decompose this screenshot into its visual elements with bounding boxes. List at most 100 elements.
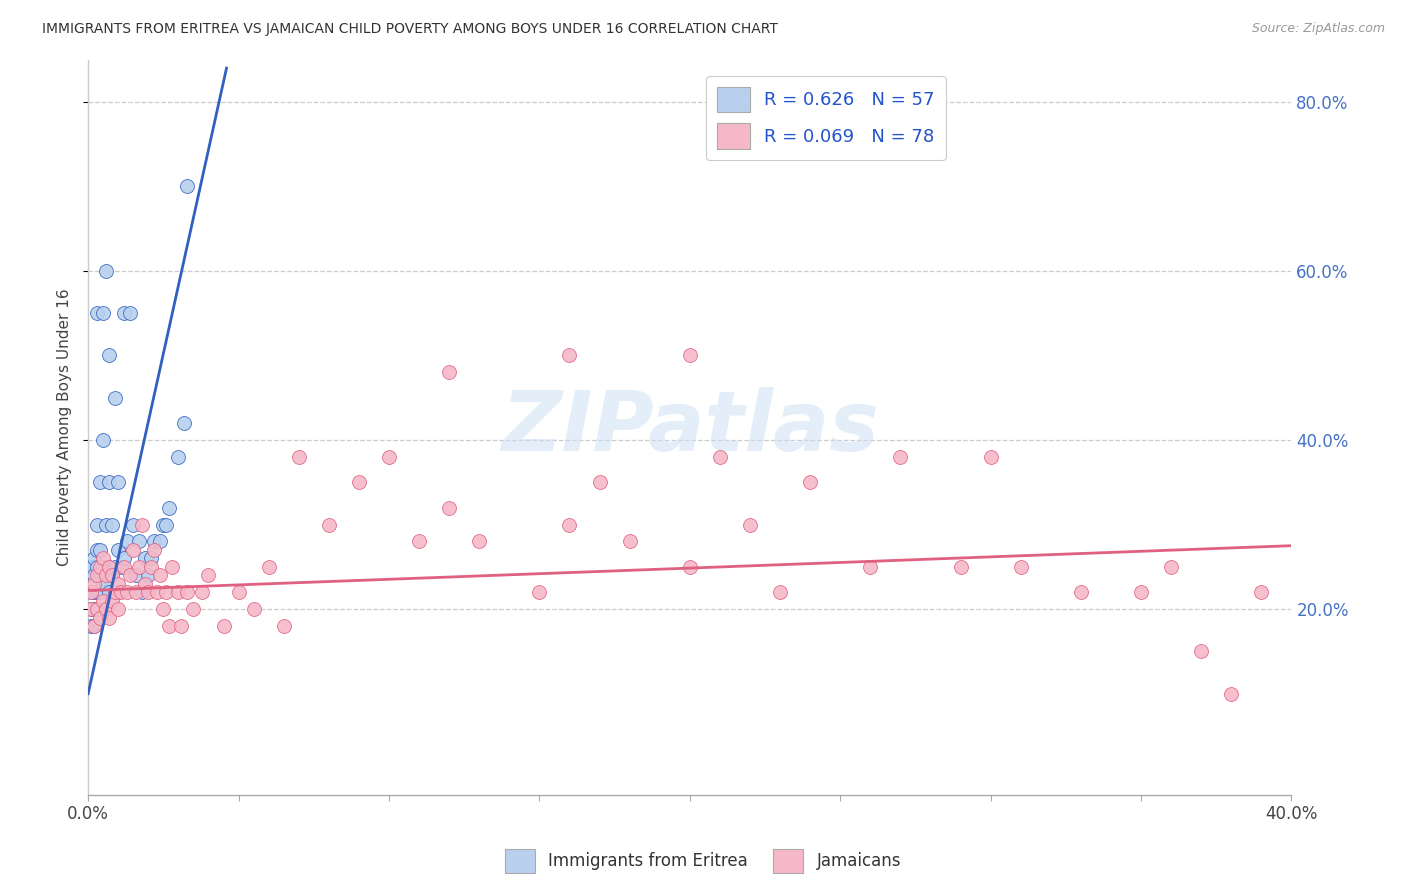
Point <box>157 619 180 633</box>
Point <box>1189 644 1212 658</box>
Point <box>83 602 105 616</box>
Point <box>101 593 124 607</box>
Point <box>98 585 121 599</box>
Point <box>468 534 491 549</box>
Point <box>197 568 219 582</box>
Point <box>619 534 641 549</box>
Point <box>679 349 702 363</box>
Point <box>155 517 177 532</box>
Point <box>799 475 821 490</box>
Point <box>128 559 150 574</box>
Point <box>679 559 702 574</box>
Point <box>136 568 159 582</box>
Point <box>83 576 105 591</box>
Point <box>91 551 114 566</box>
Point <box>1220 687 1243 701</box>
Point <box>131 585 153 599</box>
Point <box>80 585 103 599</box>
Point <box>162 559 184 574</box>
Point <box>89 610 111 624</box>
Point <box>107 585 129 599</box>
Point <box>529 585 551 599</box>
Point <box>149 534 172 549</box>
Point <box>769 585 792 599</box>
Point <box>80 619 103 633</box>
Point <box>1070 585 1092 599</box>
Point <box>89 585 111 599</box>
Point <box>86 568 108 582</box>
Point <box>122 517 145 532</box>
Point <box>96 576 118 591</box>
Point <box>120 568 142 582</box>
Point <box>96 517 118 532</box>
Point <box>101 568 124 582</box>
Point <box>91 559 114 574</box>
Point <box>86 517 108 532</box>
Point <box>96 602 118 616</box>
Point <box>228 585 250 599</box>
Point <box>98 559 121 574</box>
Point <box>558 517 581 532</box>
Point <box>183 602 205 616</box>
Point <box>378 450 401 464</box>
Point <box>176 179 198 194</box>
Point <box>107 542 129 557</box>
Point <box>98 610 121 624</box>
Text: Source: ZipAtlas.com: Source: ZipAtlas.com <box>1251 22 1385 36</box>
Point <box>89 542 111 557</box>
Text: ZIPatlas: ZIPatlas <box>501 387 879 467</box>
Point <box>128 534 150 549</box>
Point <box>91 576 114 591</box>
Legend: R = 0.626   N = 57, R = 0.069   N = 78: R = 0.626 N = 57, R = 0.069 N = 78 <box>706 76 945 160</box>
Point <box>709 450 731 464</box>
Point <box>98 349 121 363</box>
Point <box>86 602 108 616</box>
Point <box>91 433 114 447</box>
Legend: Immigrants from Eritrea, Jamaicans: Immigrants from Eritrea, Jamaicans <box>498 842 908 880</box>
Point <box>107 475 129 490</box>
Point <box>1250 585 1272 599</box>
Point <box>112 306 135 320</box>
Point <box>149 568 172 582</box>
Text: IMMIGRANTS FROM ERITREA VS JAMAICAN CHILD POVERTY AMONG BOYS UNDER 16 CORRELATIO: IMMIGRANTS FROM ERITREA VS JAMAICAN CHIL… <box>42 22 778 37</box>
Point <box>122 542 145 557</box>
Point <box>112 559 135 574</box>
Point <box>347 475 370 490</box>
Point <box>86 542 108 557</box>
Point <box>167 450 190 464</box>
Point <box>1130 585 1153 599</box>
Point <box>167 585 190 599</box>
Point <box>558 349 581 363</box>
Point <box>141 551 163 566</box>
Point <box>80 602 103 616</box>
Point <box>191 585 214 599</box>
Point <box>96 568 118 582</box>
Point <box>101 568 124 582</box>
Point <box>257 559 280 574</box>
Point <box>80 585 103 599</box>
Point <box>107 576 129 591</box>
Point <box>155 585 177 599</box>
Point <box>859 559 882 574</box>
Point <box>125 568 148 582</box>
Y-axis label: Child Poverty Among Boys Under 16: Child Poverty Among Boys Under 16 <box>58 288 72 566</box>
Point <box>125 585 148 599</box>
Point <box>83 619 105 633</box>
Point <box>738 517 761 532</box>
Point <box>152 602 174 616</box>
Point <box>107 602 129 616</box>
Point <box>91 593 114 607</box>
Point <box>89 559 111 574</box>
Point <box>1160 559 1182 574</box>
Point <box>110 585 132 599</box>
Point <box>136 585 159 599</box>
Point <box>134 576 156 591</box>
Point <box>117 534 139 549</box>
Point <box>96 264 118 278</box>
Point <box>889 450 911 464</box>
Point <box>949 559 972 574</box>
Point <box>273 619 295 633</box>
Point <box>242 602 264 616</box>
Point <box>157 500 180 515</box>
Point <box>437 365 460 379</box>
